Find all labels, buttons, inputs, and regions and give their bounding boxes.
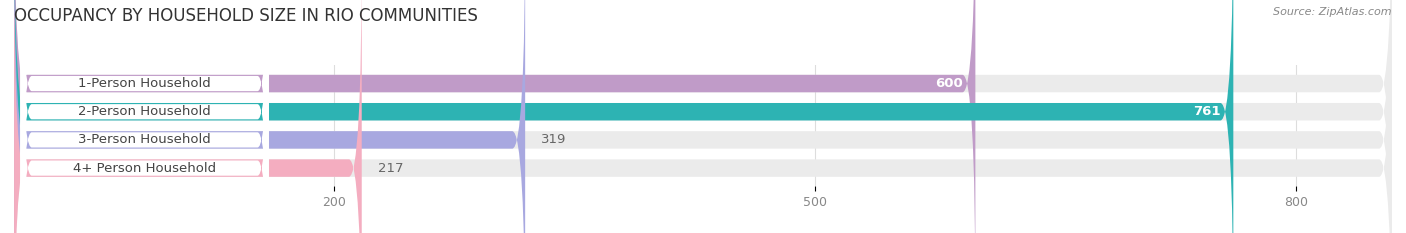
FancyBboxPatch shape: [14, 0, 976, 233]
Text: 600: 600: [935, 77, 963, 90]
Text: 1-Person Household: 1-Person Household: [79, 77, 211, 90]
FancyBboxPatch shape: [14, 0, 1392, 233]
FancyBboxPatch shape: [14, 0, 526, 233]
Text: 3-Person Household: 3-Person Household: [79, 134, 211, 146]
FancyBboxPatch shape: [14, 0, 1392, 233]
FancyBboxPatch shape: [21, 0, 269, 233]
FancyBboxPatch shape: [14, 0, 1392, 233]
Text: 761: 761: [1194, 105, 1220, 118]
FancyBboxPatch shape: [14, 0, 1392, 233]
FancyBboxPatch shape: [14, 0, 361, 233]
Text: 4+ Person Household: 4+ Person Household: [73, 161, 217, 175]
Text: 217: 217: [378, 161, 404, 175]
Text: Source: ZipAtlas.com: Source: ZipAtlas.com: [1274, 7, 1392, 17]
FancyBboxPatch shape: [21, 0, 269, 233]
Text: 319: 319: [541, 134, 567, 146]
Text: 2-Person Household: 2-Person Household: [79, 105, 211, 118]
FancyBboxPatch shape: [21, 0, 269, 233]
FancyBboxPatch shape: [14, 0, 1233, 233]
Text: OCCUPANCY BY HOUSEHOLD SIZE IN RIO COMMUNITIES: OCCUPANCY BY HOUSEHOLD SIZE IN RIO COMMU…: [14, 7, 478, 25]
FancyBboxPatch shape: [21, 0, 269, 233]
